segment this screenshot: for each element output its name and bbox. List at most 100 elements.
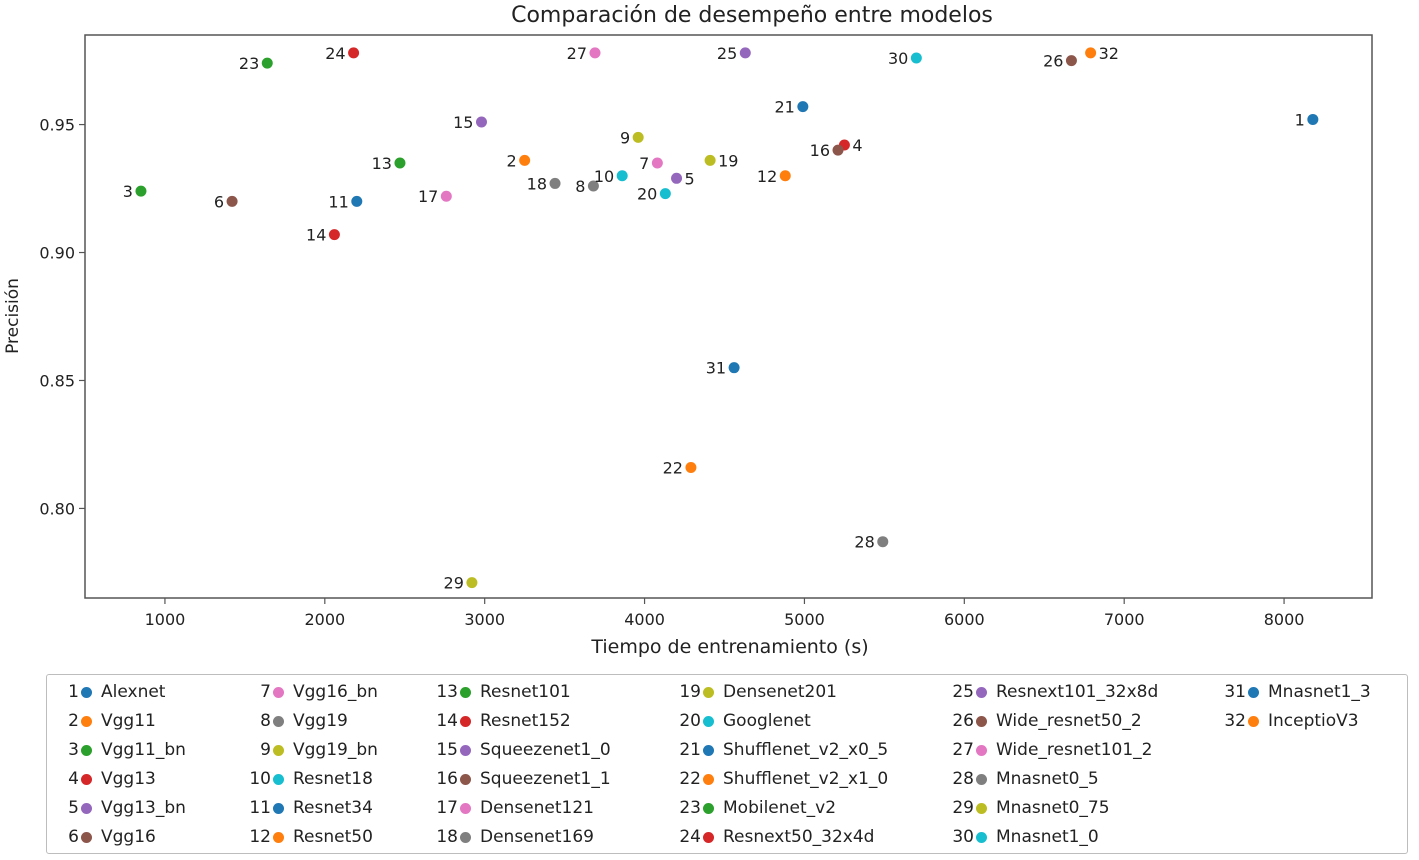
legend-item-22: 22 Shufflenet_v2_x1_0: [675, 766, 888, 792]
legend-marker: [273, 802, 284, 814]
legend-marker: [460, 715, 471, 727]
x-tick-label: 5000: [784, 610, 825, 629]
legend-item-23: 23 Mobilenet_v2: [675, 795, 836, 821]
legend-marker: [703, 831, 714, 843]
legend-item-11: 11 Resnet34: [245, 795, 373, 821]
legend-marker: [460, 744, 471, 756]
data-point-1: [1307, 113, 1319, 125]
legend-item-20: 20 Googlenet: [675, 708, 811, 734]
legend-item-31: 31 Mnasnet1_3: [1220, 679, 1371, 705]
legend-item-27: 27 Wide_resnet101_2: [948, 737, 1152, 763]
legend-label: Vgg19_bn: [293, 740, 378, 760]
legend-item-5: 5 Vgg13_bn: [53, 795, 186, 821]
point-label-13: 13: [372, 154, 392, 173]
point-label-32: 32: [1099, 44, 1119, 63]
legend-number: 5: [68, 798, 79, 818]
legend-number: 31: [1224, 682, 1246, 702]
legend-marker: [976, 744, 987, 756]
legend-marker: [703, 773, 714, 785]
legend-number: 22: [679, 769, 701, 789]
data-point-26: [1065, 55, 1077, 67]
point-label-31: 31: [706, 359, 726, 378]
point-label-7: 7: [639, 154, 649, 173]
legend-number: 25: [952, 682, 974, 702]
point-label-17: 17: [418, 187, 438, 206]
legend-item-1: 1 Alexnet: [53, 679, 165, 705]
legend-item-17: 17 Densenet121: [432, 795, 594, 821]
data-point-32: [1085, 47, 1097, 59]
legend-marker: [976, 686, 987, 698]
point-label-14: 14: [306, 226, 326, 245]
legend-label: Resnet101: [480, 682, 571, 702]
y-axis-ticks: 0.80 0.85 0.90 0.95: [39, 116, 85, 518]
data-point-15: [475, 116, 487, 128]
data-point-13: [394, 157, 406, 169]
legend-label: Squeezenet1_0: [480, 740, 611, 760]
data-point-31: [728, 362, 740, 374]
data-point-23: [261, 57, 273, 69]
legend-marker: [703, 686, 714, 698]
legend-item-8: 8 Vgg19: [245, 708, 348, 734]
point-label-29: 29: [444, 574, 464, 593]
legend-label: Mnasnet1_3: [1268, 682, 1371, 702]
legend-label: Vgg13: [101, 769, 156, 789]
data-point-29: [466, 577, 478, 589]
legend-number: 20: [679, 711, 701, 731]
legend-marker: [703, 802, 714, 814]
legend-label: Mnasnet0_75: [996, 798, 1110, 818]
legend-number: 8: [260, 711, 271, 731]
data-point-19: [704, 154, 716, 166]
data-point-14: [328, 229, 340, 241]
x-tick-label: 4000: [624, 610, 665, 629]
point-label-5: 5: [685, 169, 695, 188]
legend-marker: [81, 744, 92, 756]
point-label-24: 24: [325, 44, 345, 63]
point-label-1: 1: [1295, 110, 1305, 129]
point-label-8: 8: [575, 177, 585, 196]
point-label-6: 6: [214, 192, 224, 211]
legend-number: 21: [679, 740, 701, 760]
legend-label: Shufflenet_v2_x1_0: [723, 769, 889, 789]
legend-number: 4: [68, 769, 79, 789]
point-label-9: 9: [620, 128, 630, 147]
data-point-6: [226, 195, 238, 207]
legend-item-24: 24 Resnext50_32x4d: [675, 824, 874, 850]
point-label-27: 27: [567, 44, 587, 63]
legend-label: Resnet34: [293, 798, 373, 818]
legend-number: 18: [436, 827, 458, 847]
legend-label: Resnext101_32x8d: [996, 682, 1159, 702]
point-label-19: 19: [718, 151, 738, 170]
y-tick-label: 0.85: [39, 371, 75, 390]
plot-area: [84, 34, 1373, 599]
legend-number: 32: [1224, 711, 1246, 731]
x-tick-label: 1000: [145, 610, 186, 629]
legend-item-15: 15 Squeezenet1_0: [432, 737, 611, 763]
point-label-3: 3: [123, 182, 133, 201]
legend-number: 11: [249, 798, 271, 818]
x-tick-label: 6000: [944, 610, 985, 629]
legend-number: 3: [68, 740, 79, 760]
data-point-9: [632, 131, 644, 143]
point-label-30: 30: [888, 49, 908, 68]
data-point-12: [779, 170, 791, 182]
legend-number: 2: [68, 711, 79, 731]
data-point-21: [797, 101, 809, 113]
legend-marker: [81, 802, 92, 814]
point-label-12: 12: [757, 167, 777, 186]
data-point-8: [587, 180, 599, 192]
legend-label: Mnasnet0_5: [996, 769, 1099, 789]
legend-label: Mnasnet1_0: [996, 827, 1099, 847]
legend-number: 19: [679, 682, 701, 702]
data-point-20: [659, 188, 671, 200]
scatter-chart: Comparación de desempeño entre modelos 1…: [3, 3, 1373, 658]
data-point-27: [589, 47, 601, 59]
legend-label: Mobilenet_v2: [723, 798, 837, 818]
legend-marker: [976, 773, 987, 785]
legend-marker: [976, 715, 987, 727]
point-label-2: 2: [506, 151, 516, 170]
legend-item-29: 29 Mnasnet0_75: [948, 795, 1110, 821]
legend-label: Squeezenet1_1: [480, 769, 611, 789]
legend-marker: [273, 773, 284, 785]
legend-marker: [81, 831, 92, 843]
legend-number: 13: [436, 682, 458, 702]
